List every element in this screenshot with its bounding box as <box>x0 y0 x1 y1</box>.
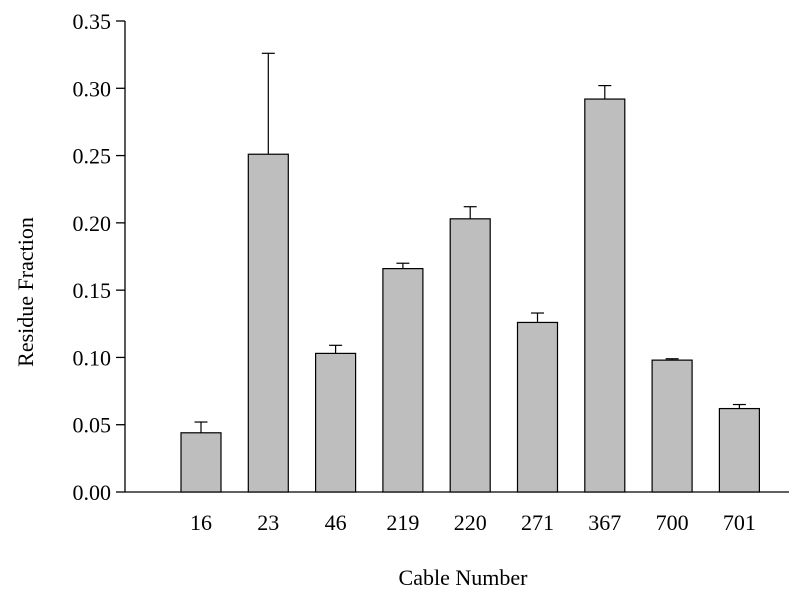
bar <box>718 407 761 493</box>
plot-area: 0.00 0.05 0.10 0.15 0.20 0.25 0.30 0.35 16 23 46 21… <box>73 9 789 535</box>
y-tick-label: 0.25 <box>73 144 112 169</box>
y-tick-label: 0.30 <box>73 76 112 101</box>
x-tick-label: 220 <box>454 510 487 535</box>
x-tick-label: 219 <box>386 510 419 535</box>
x-tick-label: 16 <box>190 510 212 535</box>
x-tick-label: 700 <box>656 510 689 535</box>
bar <box>382 268 424 493</box>
bar <box>247 153 289 493</box>
bar <box>315 352 357 493</box>
y-tick-label: 0.10 <box>73 345 112 370</box>
bar <box>584 98 626 493</box>
x-tick-label: 23 <box>257 510 279 535</box>
y-tick-label: 0.15 <box>73 278 112 303</box>
y-tick-label: 0.20 <box>73 211 112 236</box>
x-tick-label: 271 <box>521 510 554 535</box>
y-tick-label: 0.05 <box>73 413 112 438</box>
x-tick-label: 46 <box>325 510 347 535</box>
bar <box>651 359 693 493</box>
bar <box>449 218 491 493</box>
bar <box>180 432 222 493</box>
y-tick-label: 0.00 <box>73 480 112 505</box>
x-tick-label: 701 <box>723 510 756 535</box>
y-tick-label: 0.35 <box>73 9 112 34</box>
x-axis-title: Cable Number <box>399 565 529 590</box>
x-tick-label: 367 <box>588 510 621 535</box>
bar <box>516 321 559 493</box>
y-axis-title: Residue Fraction <box>13 217 38 367</box>
